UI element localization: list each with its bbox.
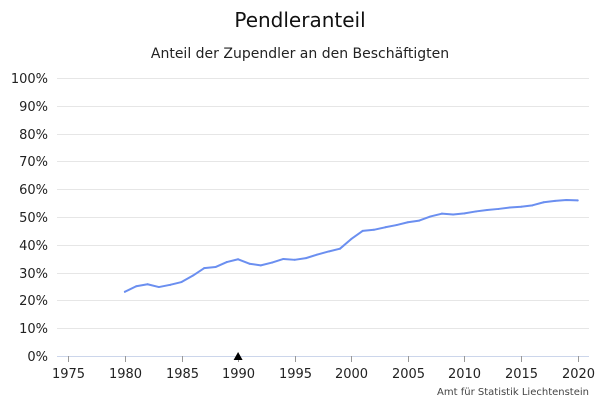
x-tick-label: 2015 bbox=[505, 367, 538, 382]
y-tick-label: 10% bbox=[19, 322, 48, 337]
data-point bbox=[531, 204, 534, 207]
data-point bbox=[316, 253, 319, 256]
x-tick-label: 1975 bbox=[52, 367, 85, 382]
data-point bbox=[237, 258, 240, 261]
data-point bbox=[361, 229, 364, 232]
data-point bbox=[440, 212, 443, 215]
x-tick-label: 2020 bbox=[562, 367, 595, 382]
data-point bbox=[508, 206, 511, 209]
data-point bbox=[146, 283, 149, 286]
data-point bbox=[135, 285, 138, 288]
data-point bbox=[271, 261, 274, 264]
y-tick-label: 40% bbox=[19, 239, 48, 254]
year-marker bbox=[233, 352, 243, 360]
data-point bbox=[463, 212, 466, 215]
x-tick-label: 1990 bbox=[222, 367, 255, 382]
data-point bbox=[554, 199, 557, 202]
data-point bbox=[576, 199, 579, 202]
data-point bbox=[157, 286, 160, 289]
data-point bbox=[486, 209, 489, 212]
data-point bbox=[248, 262, 251, 265]
data-point bbox=[429, 215, 432, 218]
chart-subtitle: Anteil der Zupendler an den Beschäftigte… bbox=[151, 46, 449, 62]
data-point bbox=[214, 266, 217, 269]
series bbox=[123, 199, 579, 293]
grid bbox=[57, 78, 589, 329]
x-tick-label: 2010 bbox=[448, 367, 481, 382]
y-tick-label: 20% bbox=[19, 294, 48, 309]
data-point bbox=[418, 219, 421, 222]
source-credit: Amt für Statistik Liechtenstein bbox=[437, 387, 589, 398]
y-tick-label: 90% bbox=[19, 100, 48, 115]
y-tick-label: 100% bbox=[11, 72, 48, 87]
x-axis: 1975 1980 1985 1990 1995 2000 2005 2010 2015 2020 bbox=[52, 356, 595, 382]
data-point bbox=[452, 213, 455, 216]
data-point bbox=[293, 258, 296, 261]
data-point bbox=[338, 247, 341, 250]
x-tick-label: 2005 bbox=[392, 367, 425, 382]
x-tick-label: 1985 bbox=[166, 367, 199, 382]
data-point bbox=[169, 283, 172, 286]
data-point bbox=[259, 264, 262, 267]
y-tick-label: 30% bbox=[19, 267, 48, 282]
data-point bbox=[327, 250, 330, 253]
y-tick-label: 80% bbox=[19, 128, 48, 143]
data-point bbox=[191, 274, 194, 277]
data-point bbox=[282, 257, 285, 260]
y-tick-label: 50% bbox=[19, 211, 48, 226]
data-point bbox=[520, 205, 523, 208]
data-point bbox=[384, 226, 387, 229]
data-point bbox=[305, 257, 308, 260]
triangle-up-icon bbox=[233, 352, 243, 360]
y-tick-label: 70% bbox=[19, 155, 48, 170]
data-point bbox=[474, 210, 477, 213]
x-tick-label: 1995 bbox=[279, 367, 312, 382]
data-point bbox=[406, 221, 409, 224]
data-point bbox=[395, 224, 398, 227]
y-axis: 0% 10% 20% 30% 40% 50% 60% 70% 80% 90% 100% bbox=[11, 72, 48, 365]
data-point bbox=[372, 228, 375, 231]
x-tick-label: 2000 bbox=[335, 367, 368, 382]
data-point bbox=[225, 261, 228, 264]
data-point bbox=[203, 267, 206, 270]
data-point bbox=[350, 237, 353, 240]
chart-title: Pendleranteil bbox=[234, 8, 365, 32]
data-point bbox=[565, 199, 568, 202]
data-point bbox=[542, 201, 545, 204]
y-tick-label: 60% bbox=[19, 183, 48, 198]
data-point bbox=[123, 290, 126, 293]
y-tick-label: 0% bbox=[27, 350, 48, 365]
data-point bbox=[497, 207, 500, 210]
data-point bbox=[180, 281, 183, 284]
x-tick-label: 1980 bbox=[109, 367, 142, 382]
